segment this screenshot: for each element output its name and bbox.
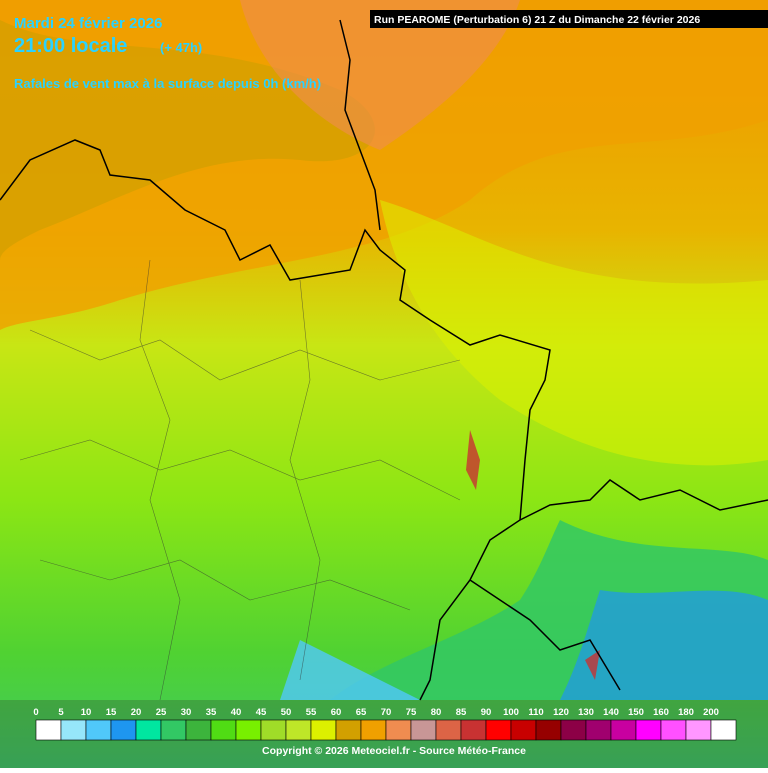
- legend-swatch: [160, 719, 187, 741]
- legend-label: 0: [33, 707, 38, 718]
- legend-swatch: [485, 719, 512, 741]
- legend-swatch: [185, 719, 212, 741]
- run-text: Run PEAROME (Perturbation 6) 21 Z du Dim…: [374, 14, 700, 26]
- field-blue: [560, 590, 768, 700]
- border-italy: [469, 579, 621, 691]
- copyright: Copyright © 2026 Meteociel.fr - Source M…: [262, 745, 526, 757]
- field-cyan: [280, 640, 420, 700]
- legend-swatch: [110, 719, 137, 741]
- date-text: Mardi 24 février 2026: [14, 15, 162, 32]
- legend-label: 25: [156, 707, 167, 718]
- legend-swatch: [285, 719, 312, 741]
- field-yellow: [380, 200, 768, 466]
- legend-swatch: [635, 719, 662, 741]
- legend-swatch: [85, 719, 112, 741]
- legend-label: 130: [578, 707, 594, 718]
- border-north: [339, 19, 381, 231]
- legend-swatch: [135, 719, 162, 741]
- legend-swatch: [360, 719, 387, 741]
- legend-label: 75: [406, 707, 417, 718]
- run-banner: [370, 10, 768, 28]
- legend-swatch: [460, 719, 487, 741]
- legend-label: 65: [356, 707, 367, 718]
- legend-swatch: [310, 719, 337, 741]
- legend-swatch: [510, 719, 537, 741]
- legend-swatch: [335, 719, 362, 741]
- legend-label: 180: [678, 707, 694, 718]
- legend-label: 55: [306, 707, 317, 718]
- field-gold: [0, 20, 375, 260]
- legend-label: 15: [106, 707, 117, 718]
- legend-swatch: [60, 719, 87, 741]
- legend-swatch: [435, 719, 462, 741]
- legend-swatch: [710, 719, 737, 741]
- legend-swatch: [35, 719, 62, 741]
- border-swiss: [519, 479, 768, 521]
- legend-swatch: [560, 719, 587, 741]
- legend-label: 80: [431, 707, 442, 718]
- legend-label: 85: [456, 707, 467, 718]
- legend-label: 100: [503, 707, 519, 718]
- parameter-text: Rafales de vent max à la surface depuis …: [14, 76, 321, 91]
- legend-swatch: [410, 719, 437, 741]
- legend-label: 20: [131, 707, 142, 718]
- legend-swatch: [585, 719, 612, 741]
- legend-swatch: [235, 719, 262, 741]
- legend-label: 70: [381, 707, 392, 718]
- borders: [0, 19, 768, 701]
- border-france: [0, 139, 551, 701]
- legend-swatch: [685, 719, 712, 741]
- field-salmon: [240, 0, 520, 150]
- legend-label: 30: [181, 707, 192, 718]
- legend: 0 5 10 15 20 25 30 35 40 45 50 55 60 65 70 75 80 85 90 100 1…: [33, 707, 737, 741]
- legend-label: 45: [256, 707, 267, 718]
- legend-swatch: [260, 719, 287, 741]
- legend-label: 150: [628, 707, 644, 718]
- legend-swatch: [610, 719, 637, 741]
- time-text: 21:00 locale: [14, 35, 127, 57]
- legend-label: 60: [331, 707, 342, 718]
- legend-label: 40: [231, 707, 242, 718]
- legend-label: 200: [703, 707, 719, 718]
- lead-text: (+ 47h): [160, 40, 202, 55]
- legend-label: 50: [281, 707, 292, 718]
- legend-swatch: [660, 719, 687, 741]
- legend-label: 140: [603, 707, 619, 718]
- legend-label: 120: [553, 707, 569, 718]
- legend-label: 35: [206, 707, 217, 718]
- legend-label: 10: [81, 707, 92, 718]
- legend-swatch: [210, 719, 237, 741]
- legend-label: 90: [481, 707, 492, 718]
- legend-label: 5: [58, 707, 64, 718]
- legend-swatch: [535, 719, 562, 741]
- legend-label: 160: [653, 707, 669, 718]
- legend-swatch: [385, 719, 412, 741]
- department-lines: [19, 259, 461, 701]
- legend-label: 110: [528, 707, 543, 718]
